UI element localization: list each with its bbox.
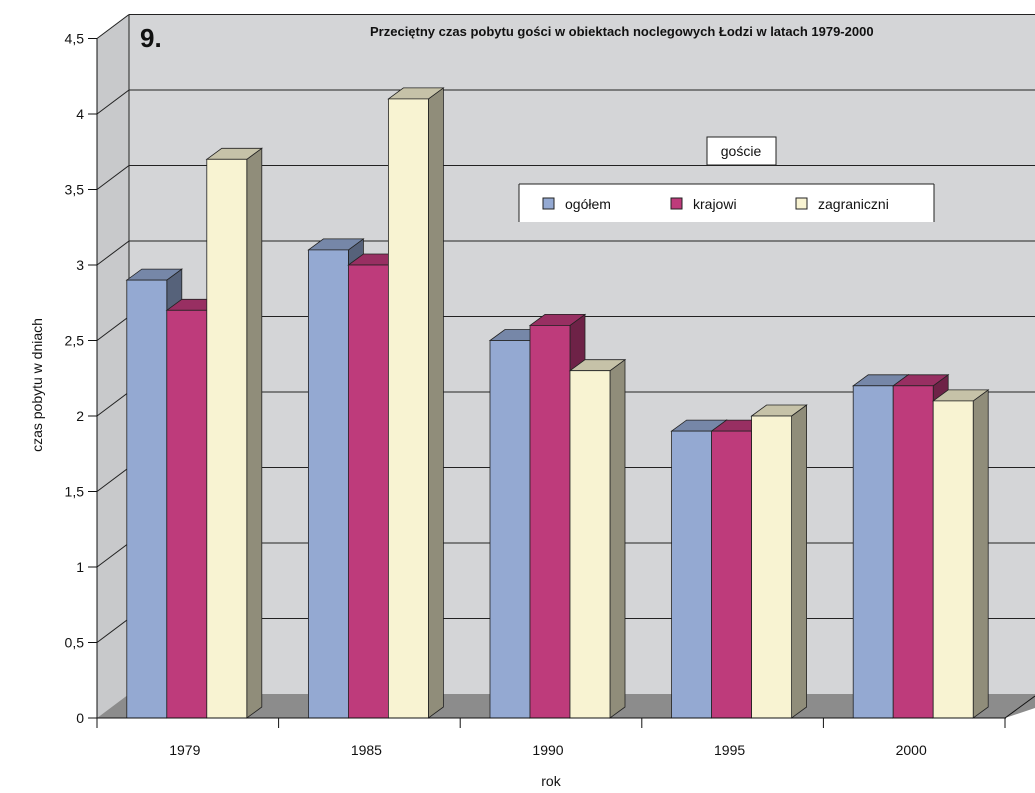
y-tick-label: 3,5 <box>65 182 85 198</box>
bar-1995-zagraniczni <box>750 404 808 719</box>
floor-edge <box>1004 695 1035 719</box>
legend-box <box>519 184 934 222</box>
bar-front <box>671 430 712 719</box>
bar-front <box>347 264 389 719</box>
x-tick-labels: 1979 1985 1990 1995 2000 <box>169 742 927 758</box>
bar-side <box>609 358 626 719</box>
bar-side <box>427 87 444 719</box>
bar-front <box>892 385 934 719</box>
gridline-side <box>96 165 130 190</box>
legend-swatch-krajowi <box>670 197 683 210</box>
legend-label-zagraniczni: zagraniczni <box>818 196 889 212</box>
y-tick-label: 0,5 <box>65 635 85 651</box>
legend-swatch-ogółem <box>542 197 555 210</box>
bar-side <box>246 147 263 719</box>
legend-title: goście <box>706 136 777 166</box>
y-tick-label: 4 <box>76 106 84 122</box>
legend-label-ogółem: ogółem <box>565 196 611 212</box>
x-tick-label: 1985 <box>351 742 382 758</box>
legend-title-text: goście <box>721 143 762 159</box>
bar-front <box>711 430 752 719</box>
chart-title: Przeciętny czas pobytu gości w obiektach… <box>370 24 874 39</box>
y-tick-label: 0 <box>76 710 84 726</box>
chart-number: 9. <box>140 23 162 53</box>
y-axis-title: czas pobytu w dniach <box>29 318 45 452</box>
bar-front <box>529 324 571 719</box>
gridline-side <box>96 240 130 266</box>
y-tick-label: 4,5 <box>65 31 85 47</box>
gridline-side <box>96 89 130 115</box>
y-tick-label: 2 <box>76 408 84 424</box>
bar-front <box>569 370 611 719</box>
bar-front <box>852 385 894 719</box>
bar-side <box>972 389 989 719</box>
gridline-side <box>96 467 130 492</box>
bar-front <box>166 309 208 719</box>
bar-front <box>932 400 974 719</box>
legend-swatch-zagraniczni <box>795 197 808 210</box>
x-tick-label: 2000 <box>896 742 927 758</box>
gridline-side <box>96 391 130 417</box>
legend: ogółem krajowi zagraniczni <box>518 183 935 222</box>
side-wall <box>97 14 129 718</box>
bar-side <box>791 404 807 719</box>
gridline-side <box>96 316 130 341</box>
axes <box>88 38 1035 728</box>
x-tick-label: 1979 <box>169 742 200 758</box>
y-tick-label: 2,5 <box>65 333 85 349</box>
x-tick-label: 1995 <box>714 742 745 758</box>
y-tick-label: 1,5 <box>65 484 85 500</box>
bar-1979-zagraniczni <box>205 147 264 719</box>
x-tick-label: 1990 <box>532 742 563 758</box>
x-axis-title: rok <box>541 773 561 789</box>
y-tick-label: 3 <box>76 257 84 273</box>
legend-label-krajowi: krajowi <box>693 196 737 212</box>
gridline-side <box>96 14 130 39</box>
bar-front <box>489 340 531 719</box>
bar-front <box>206 158 248 719</box>
bar-front <box>126 279 168 719</box>
bar-front <box>387 98 429 719</box>
gridline-side <box>96 618 130 643</box>
bar-1985-zagraniczni <box>387 87 445 719</box>
bar-front <box>307 249 349 719</box>
bar-2000-zagraniczni <box>931 389 990 719</box>
y-tick-label: 1 <box>76 559 84 575</box>
y-tick-labels: 0 0,5 1 1,5 2 2,5 3 3,5 4 4,5 <box>65 31 85 727</box>
bars <box>125 87 990 719</box>
gridline-side <box>96 542 130 568</box>
bar-1990-zagraniczni <box>568 358 627 719</box>
bar-front <box>751 415 792 719</box>
